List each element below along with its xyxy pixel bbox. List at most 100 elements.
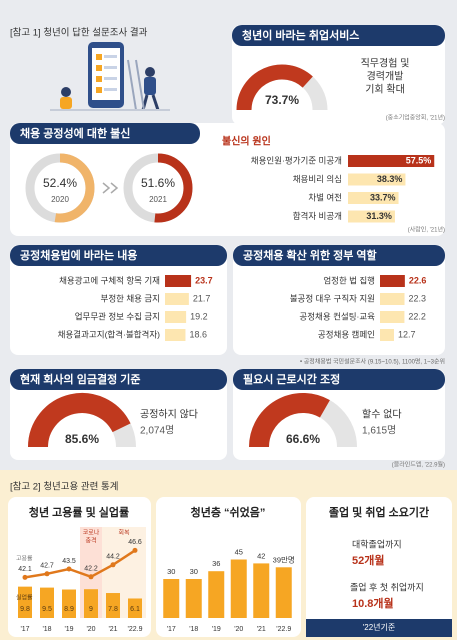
bar-value: 23.7: [195, 275, 213, 285]
title-tab: [10, 123, 200, 144]
x-label: '20: [86, 626, 95, 633]
item-value: 52개월: [352, 553, 384, 567]
line-value: 46.6: [128, 539, 142, 546]
line-value: 42.1: [18, 566, 32, 573]
bar: [165, 275, 192, 287]
donut-year: 2021: [149, 195, 167, 204]
line-point: [88, 574, 94, 580]
line-point: [66, 566, 72, 572]
bar: [84, 589, 98, 618]
bar-value: 6.1: [130, 606, 140, 613]
source: (블라인드앱, '22.9월): [392, 461, 445, 469]
x-label: '21: [108, 626, 117, 633]
annotation: 회복: [118, 529, 130, 537]
line-point: [110, 562, 116, 568]
panel: [233, 245, 445, 355]
bar-value: 9: [89, 606, 93, 613]
series-label: 고용률: [16, 556, 33, 563]
x-label: '17: [20, 626, 29, 633]
bar: [380, 311, 405, 323]
panel-title: 졸업 및 취업 소요기간: [329, 505, 429, 519]
bar-category: 엄정한 법 집행: [323, 275, 375, 285]
x-label: '22.9: [276, 626, 291, 633]
bar-category: 채용광고에 구체적 항목 기재: [59, 275, 160, 285]
x-label: '18: [42, 626, 51, 633]
gauge-count: 2,074명: [140, 425, 174, 437]
bar: [185, 579, 202, 618]
line-point: [22, 574, 28, 580]
bar: [380, 293, 405, 305]
bar-value: 21.7: [193, 293, 211, 303]
bar-category: 채용비리 의심: [293, 174, 342, 184]
footer-bar: [306, 619, 452, 637]
bar: [275, 567, 292, 618]
bar-value: 36: [212, 559, 220, 568]
bar-category: 합격자 비공개: [293, 211, 342, 221]
bar: [163, 579, 180, 618]
bar-value: 9.8: [20, 606, 30, 613]
bar-category: 불공정 대우 구직자 지원: [290, 293, 375, 303]
bar-category: 차별 여전: [308, 192, 342, 202]
illustration: [50, 42, 170, 111]
panel-title: 청년 고용률 및 실업률: [29, 505, 129, 519]
bar-value: 31.3%: [366, 211, 392, 221]
bar-value: 45: [235, 547, 243, 556]
panel: [10, 123, 445, 236]
donut-value-label: 52.4%: [43, 176, 77, 190]
gauge-caption: 공정하지 않다: [140, 408, 198, 421]
gauge-value: [249, 393, 330, 448]
panel-title: 청년층 “쉬었음”: [191, 505, 266, 519]
panel-title: 현재 회사의 임금결정 기준: [20, 372, 141, 386]
panel: [306, 497, 452, 637]
bar-value: 7.8: [108, 606, 118, 613]
bar-value: 42: [257, 551, 265, 560]
footer: '22년기준: [363, 622, 396, 632]
item-label: 졸업 후 첫 취업까지: [350, 582, 424, 592]
bar: [230, 559, 247, 618]
panel: [232, 25, 445, 125]
x-label: '22.9: [128, 626, 143, 633]
section-header: [참고 1] 청년이 답한 설문조사 결과: [10, 27, 148, 39]
gauge-caption: 할수 없다: [362, 408, 402, 421]
bar: [18, 586, 32, 618]
bar: [348, 155, 435, 167]
bar: [106, 593, 120, 618]
line: [24, 549, 136, 579]
bar-value: 8.9: [64, 606, 74, 613]
bar-value: 18.6: [189, 329, 207, 339]
donut-value-label: 51.6%: [141, 176, 175, 190]
line-value: 42.2: [84, 566, 98, 573]
bar: [128, 598, 142, 618]
series-label: 실업률: [16, 594, 33, 602]
bar-value: 38.3%: [377, 174, 403, 184]
bar-value: 12.7: [398, 329, 416, 339]
x-label: '20: [234, 626, 243, 633]
note: • 공정채용법 국민설문조사 (9.15~10.5), 1100명, 1~3순위: [300, 358, 445, 366]
panel-title: 공정채용 확산 위한 정부 역할: [243, 248, 377, 262]
bar: [348, 210, 395, 223]
item-value: 10.8개월: [352, 596, 394, 610]
gauge-value-label: 73.7%: [265, 93, 299, 107]
bar-value: 33.7%: [370, 192, 396, 202]
section-header: [참고 2] 청년고용 관련 통계: [10, 481, 119, 493]
bar-category: 채용인원·평가기준 미공개: [251, 155, 342, 165]
donut-value: [25, 153, 95, 223]
sub-title: 불신의 원인: [222, 135, 271, 148]
bar: [380, 329, 394, 341]
gauge-value-label: 85.6%: [65, 432, 99, 446]
bar-value: 22.3: [409, 293, 427, 303]
source: (중소기업중앙회, '21년): [386, 114, 445, 122]
bar-value: 9.5: [42, 606, 52, 613]
bar-value: 57.5%: [406, 155, 432, 165]
gauge-value: [28, 393, 131, 448]
gauge-caption: 경력개발: [367, 70, 404, 83]
title-tab: [233, 369, 445, 390]
x-label: '17: [167, 626, 176, 633]
gauge-value-label: 66.6%: [286, 432, 320, 446]
line-value: 42.7: [40, 563, 54, 570]
gauge-caption: 직무경험 및: [361, 57, 410, 70]
bar-category: 업무무관 정보 수집 금지: [75, 311, 160, 321]
x-label: '19: [64, 626, 73, 633]
x-label: '19: [212, 626, 221, 633]
